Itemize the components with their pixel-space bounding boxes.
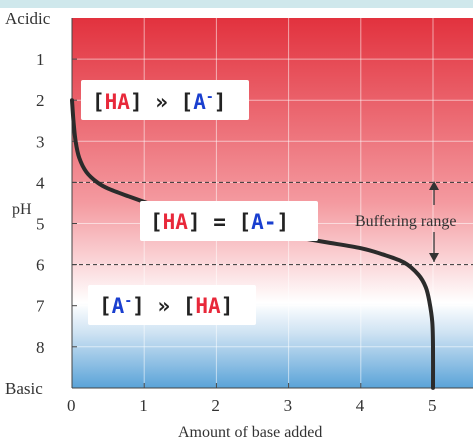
x-tick-label: 5 <box>428 396 437 415</box>
box-ha-dominant: [HA] » [A-] <box>81 80 249 120</box>
buffering-range-label: Buffering range <box>355 213 456 230</box>
x-tick-label: 3 <box>284 396 293 415</box>
top-strip <box>0 0 473 8</box>
y-tick-label: 3 <box>36 132 45 151</box>
y-bottom-label: Basic <box>5 379 43 398</box>
box-a-dominant-bg <box>88 285 256 325</box>
y-top-label: Acidic <box>5 9 51 28</box>
arrow-up-head <box>429 181 439 190</box>
y-tick-label: 1 <box>36 50 45 69</box>
y-tick-label: 5 <box>36 215 45 234</box>
box-equal-bg <box>140 201 318 241</box>
box-a-dominant-text: [A-] » [HA] <box>99 294 233 318</box>
box-ha-dominant-text: [HA] » [A-] <box>92 90 226 114</box>
y-tick-label: 7 <box>36 297 45 316</box>
y-tick-label: 6 <box>36 256 45 275</box>
x-tick-label: 4 <box>356 396 365 415</box>
box-equal: [HA] = [A-] <box>140 201 318 241</box>
x-tick-labels: 0 1 2 3 4 5 <box>67 383 437 415</box>
buffer-dashed-lines <box>72 181 473 266</box>
y-tick-label: 8 <box>36 338 45 357</box>
x-tick-label: 0 <box>67 396 76 415</box>
buffering-range-annotation: Buffering range <box>355 181 456 262</box>
y-axis-title: pH <box>12 201 32 218</box>
y-tick-labels: 1 2 3 4 5 6 7 8 <box>36 50 77 357</box>
box-a-dominant: [A-] » [HA] <box>88 285 256 325</box>
box-equal-text: [HA] = [A-] <box>150 210 289 234</box>
y-tick-label: 2 <box>36 91 45 110</box>
arrow-down-head <box>429 253 439 262</box>
y-tick-label: 4 <box>36 173 45 192</box>
x-axis-title: Amount of base added <box>178 424 322 441</box>
x-tick-label: 1 <box>139 396 148 415</box>
x-tick-label: 2 <box>211 396 220 415</box>
box-ha-dominant-bg <box>81 80 249 120</box>
